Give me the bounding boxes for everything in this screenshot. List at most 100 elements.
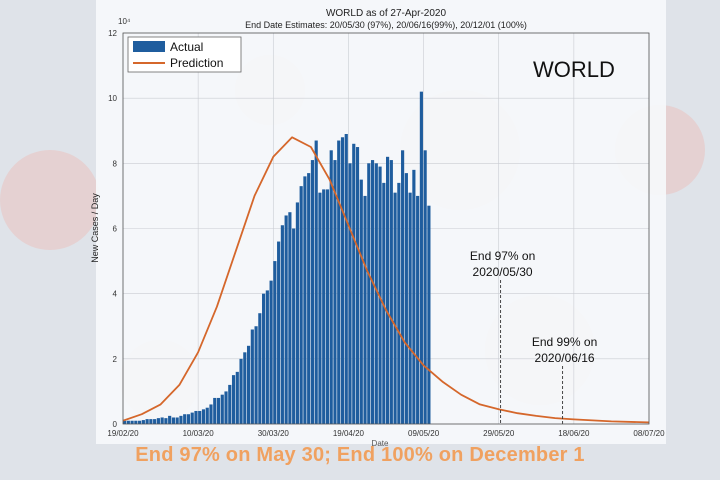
actual-bar [325, 189, 330, 424]
chart-subtitle: End Date Estimates: 20/05/30 (97%), 20/0… [245, 20, 527, 30]
actual-bar [149, 419, 153, 424]
actual-bar [322, 189, 326, 424]
end-annotation-line2: 2020/05/30 [473, 265, 533, 279]
actual-bar [401, 150, 405, 425]
actual-bar [160, 417, 164, 424]
y-exponent: 10⁴ [118, 17, 131, 26]
actual-bar [198, 410, 202, 424]
actual-bar [318, 192, 322, 424]
legend-actual-label: Actual [170, 40, 203, 54]
actual-bar [243, 352, 247, 424]
actual-bar [397, 182, 401, 424]
actual-bar [209, 404, 213, 424]
end-annotation-line1: End 99% on [532, 335, 597, 349]
end-annotation-line1: End 97% on [470, 249, 535, 263]
actual-bar [389, 160, 393, 424]
actual-bar [284, 215, 288, 424]
actual-bar [130, 420, 134, 424]
actual-bar [141, 420, 145, 424]
actual-bar [299, 186, 303, 424]
actual-bar [265, 290, 269, 424]
x-tick-label: 10/03/20 [183, 429, 215, 438]
actual-bar [408, 192, 412, 424]
actual-bar [363, 195, 367, 424]
actual-bar [186, 414, 191, 424]
actual-bar [254, 326, 258, 424]
y-tick-label: 10 [108, 94, 117, 103]
prediction-curve-layer [122, 136, 650, 424]
actual-bar [277, 241, 281, 424]
actual-bar [262, 293, 266, 424]
x-tick-label: 30/03/20 [258, 429, 290, 438]
y-tick-label: 8 [113, 159, 118, 168]
x-axis-label: Date [372, 439, 389, 448]
actual-bar [412, 169, 416, 424]
actual-bar [355, 147, 360, 424]
actual-bar [367, 163, 371, 425]
summary-caption: End 97% on May 30; End 100% on December … [135, 444, 585, 466]
y-tick-label: 12 [108, 29, 117, 38]
actual-bar [156, 418, 160, 424]
legend-prediction-label: Prediction [170, 56, 223, 70]
x-tick-label: 19/04/20 [333, 429, 365, 438]
actual-bar [228, 384, 232, 424]
actual-bar [123, 420, 127, 424]
x-tick-label: 29/05/20 [483, 429, 515, 438]
actual-bar [423, 150, 427, 425]
actual-bar [303, 176, 307, 424]
x-tick-label: 09/05/20 [408, 429, 440, 438]
actual-bar [273, 261, 277, 424]
actual-bar [352, 143, 356, 425]
y-tick-label: 4 [113, 290, 118, 299]
actual-bar [378, 166, 382, 424]
actual-bar [168, 415, 172, 424]
actual-bar [194, 410, 198, 424]
actual-bar [235, 371, 239, 424]
actual-bar [126, 420, 130, 424]
y-axis-label: New Cases / Day [90, 193, 100, 263]
actual-bars [123, 91, 431, 425]
x-tick-label: 19/02/20 [107, 429, 139, 438]
actual-bar [213, 397, 217, 424]
tick-labels: 0 2 4 6 8 10 12 19/02/20 10/03/20 30/03/20 19/04/2… [107, 29, 665, 438]
actual-bar [374, 163, 378, 425]
end-annotation-line2: 2020/06/16 [535, 351, 595, 365]
actual-bar [404, 173, 408, 424]
actual-bar [307, 173, 311, 424]
actual-bar [419, 91, 423, 425]
actual-bar [393, 192, 397, 424]
legend: Actual Prediction [127, 36, 242, 73]
actual-bar [239, 358, 243, 424]
actual-bar [205, 407, 209, 424]
actual-bar [333, 160, 337, 424]
actual-bar [348, 163, 352, 425]
actual-bar [145, 419, 149, 424]
chart-title: WORLD as of 27-Apr-2020 [326, 8, 446, 19]
actual-bar [386, 156, 390, 425]
actual-bar [292, 228, 296, 424]
actual-bar [138, 420, 142, 424]
actual-bar [183, 414, 187, 424]
actual-bar [416, 195, 420, 424]
actual-bar [153, 419, 157, 424]
actual-bar [134, 420, 138, 424]
x-tick-label: 18/06/20 [558, 429, 590, 438]
actual-bar [344, 134, 348, 424]
actual-bar [190, 412, 194, 424]
actual-bar [295, 202, 299, 424]
actual-bar [340, 137, 345, 424]
actual-bar [258, 313, 262, 424]
x-tick-label: 08/07/20 [633, 429, 665, 438]
annotations: End 97% on 2020/05/30 End 99% on 2020/06/16 [470, 249, 597, 424]
actual-bar [179, 415, 183, 424]
actual-bar [224, 391, 228, 424]
actual-bar [250, 329, 254, 424]
actual-bar [246, 345, 251, 424]
actual-bar [370, 160, 375, 424]
actual-bar [269, 280, 273, 424]
virus-particle [0, 150, 100, 250]
prediction-curve [122, 136, 650, 424]
actual-bar [280, 225, 284, 424]
panel-label: WORLD [533, 57, 615, 82]
